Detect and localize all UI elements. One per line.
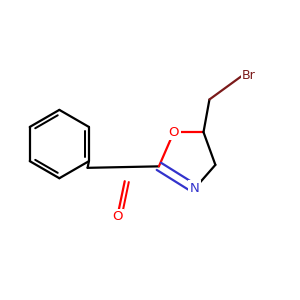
Text: Br: Br [242,69,256,82]
Text: O: O [169,126,179,139]
Text: O: O [112,210,123,224]
Text: N: N [190,182,200,195]
